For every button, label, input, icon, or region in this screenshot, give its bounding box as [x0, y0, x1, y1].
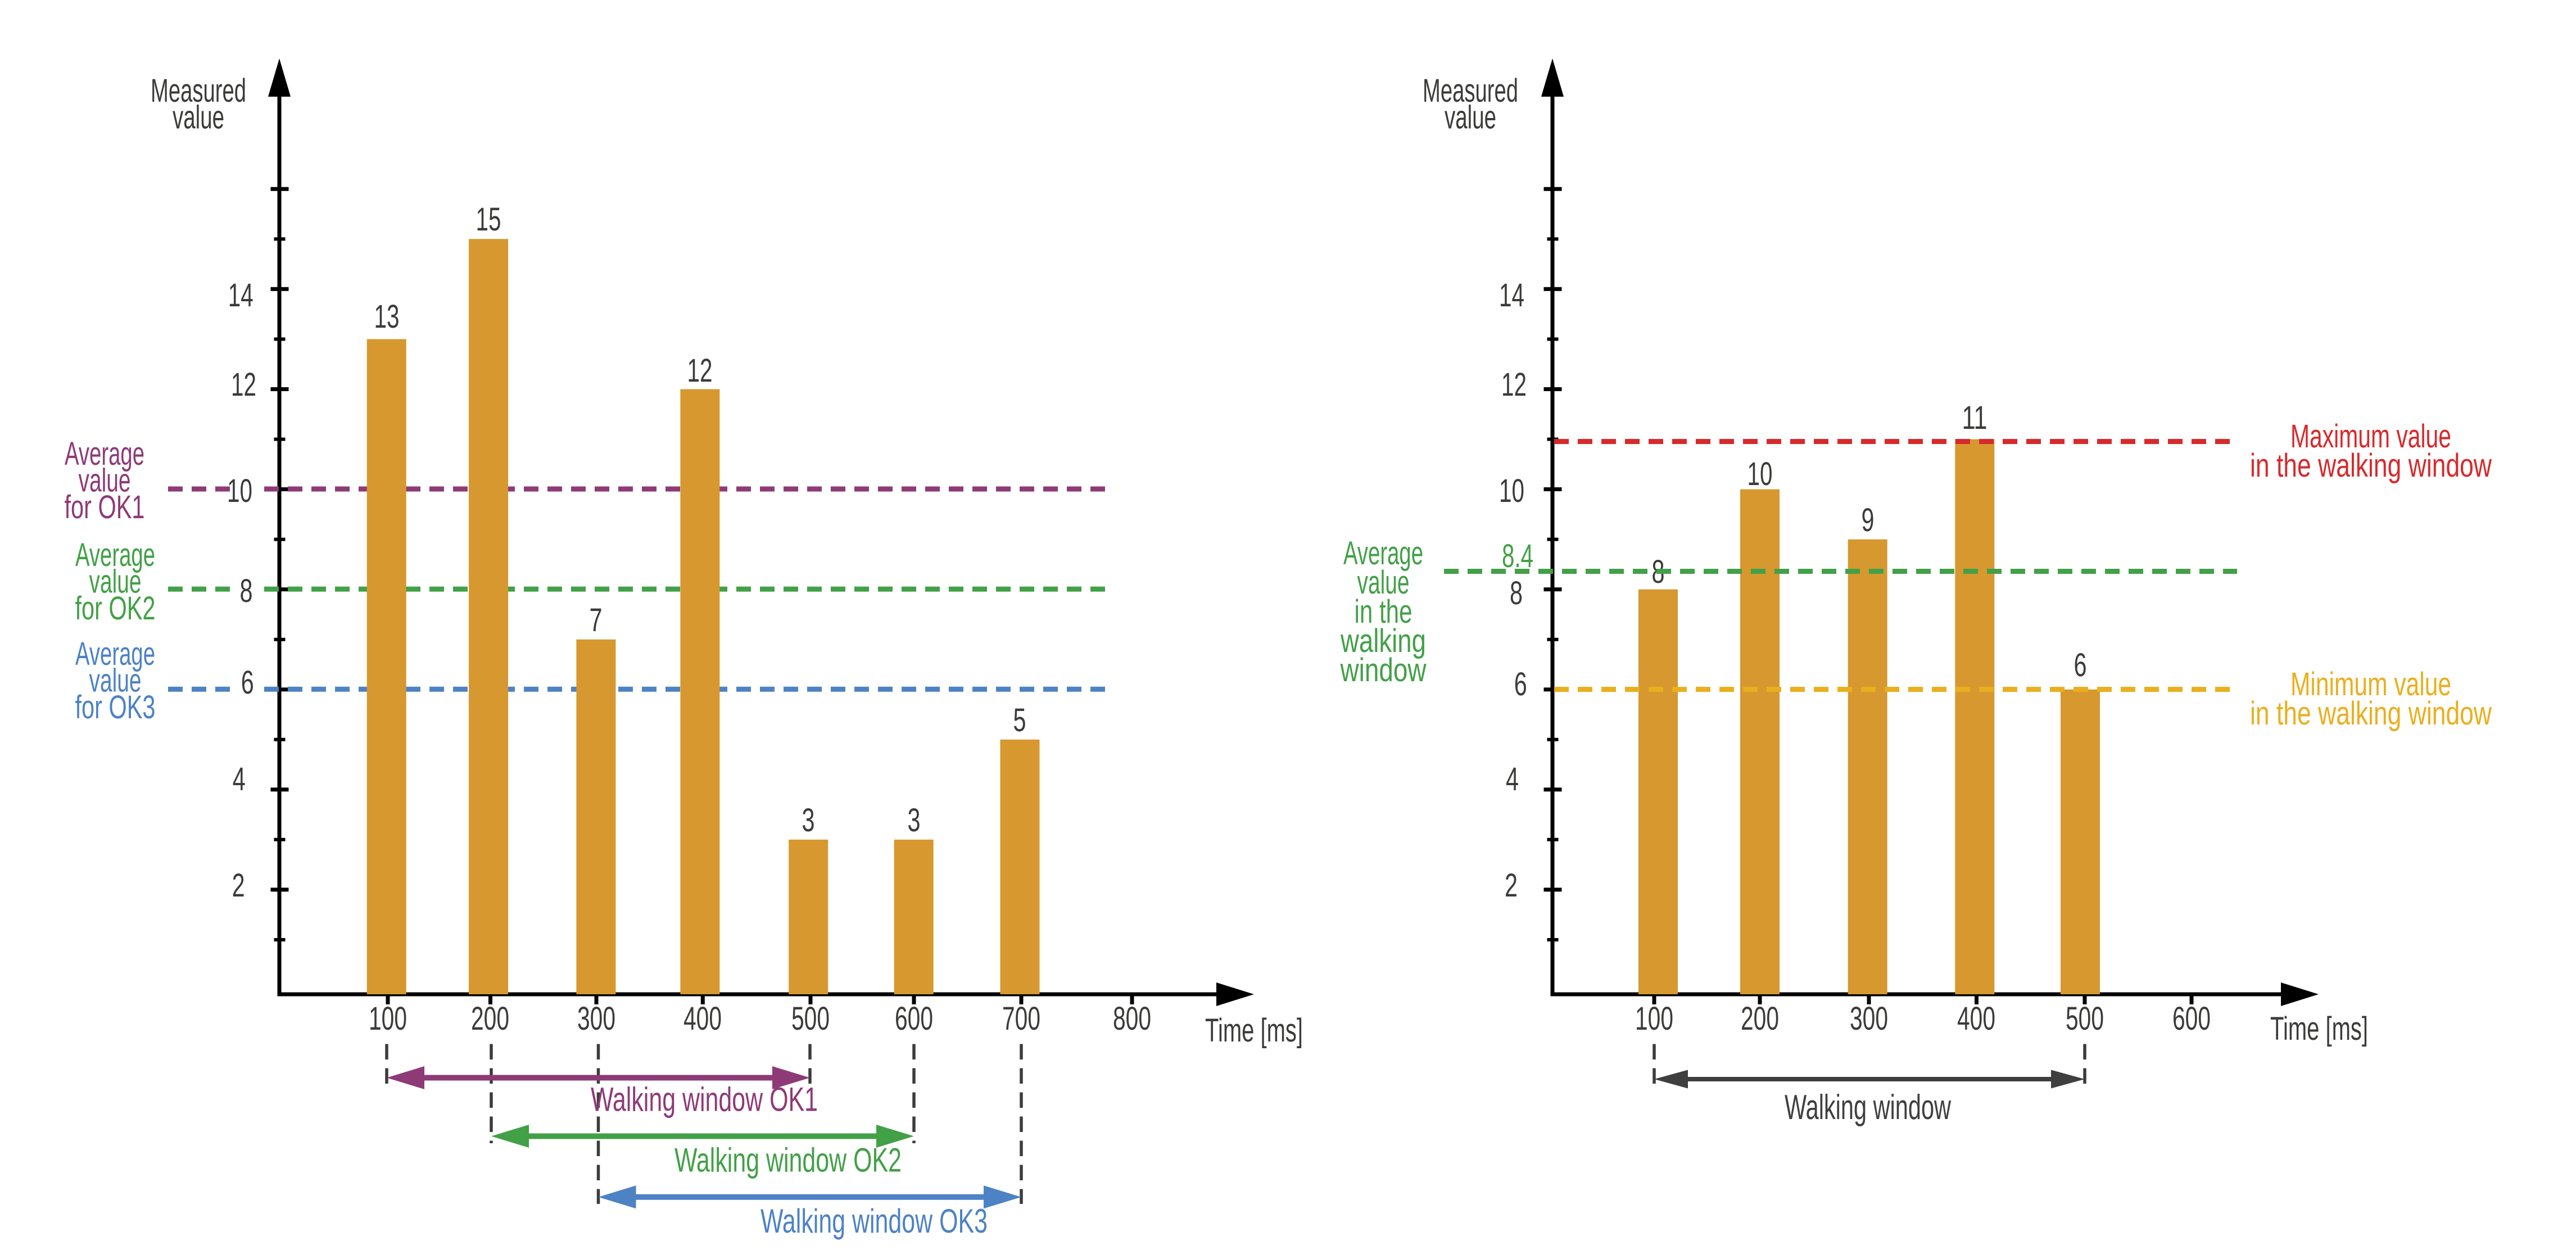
svg-text:Walking window OK3: Walking window OK3	[760, 1202, 988, 1240]
svg-text:2: 2	[1505, 867, 1518, 904]
svg-text:for OK1: for OK1	[65, 489, 145, 526]
svg-text:100: 100	[1635, 1000, 1673, 1037]
svg-text:8: 8	[1510, 575, 1523, 612]
svg-text:600: 600	[895, 1000, 933, 1037]
svg-text:value: value	[173, 99, 224, 136]
svg-text:2: 2	[232, 867, 245, 904]
svg-text:Time [ms]: Time [ms]	[2270, 1011, 2368, 1047]
svg-text:400: 400	[1957, 1000, 1995, 1037]
svg-text:value: value	[79, 463, 131, 499]
svg-text:15: 15	[476, 201, 501, 238]
svg-text:300: 300	[577, 1000, 615, 1037]
svg-text:10: 10	[1747, 456, 1773, 492]
svg-text:800: 800	[1113, 1000, 1151, 1037]
svg-text:5: 5	[1013, 702, 1026, 739]
svg-text:3: 3	[802, 802, 815, 839]
svg-text:8: 8	[240, 573, 253, 609]
svg-text:14: 14	[228, 277, 253, 314]
svg-text:Maximum value: Maximum value	[2290, 418, 2451, 455]
svg-text:12: 12	[687, 352, 713, 389]
svg-text:3: 3	[908, 802, 921, 839]
svg-text:in the: in the	[1355, 594, 1413, 630]
svg-text:8.4: 8.4	[1502, 538, 1533, 574]
svg-text:in the walking window: in the walking window	[2250, 447, 2492, 484]
svg-text:200: 200	[471, 1000, 509, 1037]
svg-text:10: 10	[227, 473, 252, 509]
svg-text:4: 4	[1506, 761, 1519, 798]
svg-text:100: 100	[369, 1000, 407, 1037]
svg-text:4: 4	[233, 761, 246, 798]
svg-text:Average: Average	[65, 436, 144, 472]
svg-text:Walking window OK1: Walking window OK1	[591, 1080, 818, 1118]
svg-text:Time [ms]: Time [ms]	[1205, 1012, 1303, 1049]
svg-text:13: 13	[374, 298, 400, 335]
svg-text:700: 700	[1002, 1000, 1040, 1037]
svg-text:Walking window OK2: Walking window OK2	[674, 1142, 902, 1179]
svg-text:200: 200	[1741, 1000, 1779, 1037]
svg-text:value: value	[89, 564, 142, 600]
svg-text:value: value	[1357, 564, 1410, 601]
svg-text:Walking window: Walking window	[1785, 1088, 1951, 1127]
svg-text:6: 6	[241, 664, 254, 701]
svg-text:11: 11	[1962, 400, 1988, 436]
svg-text:6: 6	[2074, 647, 2087, 683]
svg-text:300: 300	[1850, 1000, 1888, 1037]
svg-text:500: 500	[791, 1000, 830, 1037]
svg-text:14: 14	[1499, 277, 1524, 314]
svg-text:Measured: Measured	[1423, 73, 1518, 109]
svg-text:value: value	[89, 663, 142, 699]
svg-text:10: 10	[1499, 473, 1524, 509]
svg-text:400: 400	[683, 1000, 722, 1037]
svg-text:for OK3: for OK3	[75, 689, 156, 726]
svg-text:6: 6	[1514, 666, 1527, 703]
svg-text:Minimum value: Minimum value	[2290, 666, 2451, 703]
svg-text:Average: Average	[1343, 535, 1423, 572]
svg-text:value: value	[1445, 99, 1496, 136]
svg-text:500: 500	[2066, 1000, 2104, 1037]
svg-text:Measured: Measured	[151, 73, 246, 109]
svg-text:window: window	[1340, 652, 1427, 689]
svg-text:12: 12	[1501, 366, 1527, 403]
svg-text:in the walking window: in the walking window	[2250, 695, 2492, 732]
svg-text:Average: Average	[75, 636, 155, 672]
svg-text:for OK2: for OK2	[75, 590, 156, 627]
svg-text:7: 7	[590, 602, 603, 638]
svg-text:9: 9	[1862, 502, 1875, 538]
svg-text:600: 600	[2172, 1000, 2211, 1037]
svg-text:12: 12	[231, 366, 256, 403]
svg-text:walking: walking	[1340, 623, 1426, 659]
svg-text:Average: Average	[75, 537, 155, 573]
